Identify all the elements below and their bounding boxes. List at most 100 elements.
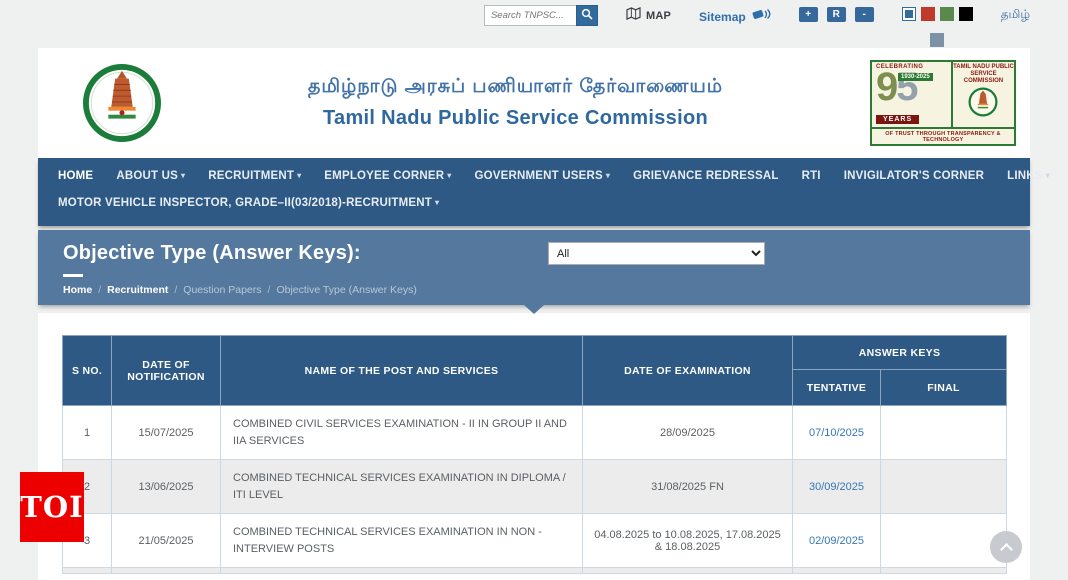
row-cell-empty [879, 567, 1008, 574]
table-row: 2 13/06/2025 COMBINED TECHNICAL SERVICES E… [62, 459, 1008, 514]
row-final-key [879, 513, 1008, 568]
row-cell-empty [220, 567, 583, 574]
theme-swatch-1[interactable] [920, 7, 935, 21]
breadcrumb-link[interactable]: Recruitment [107, 284, 169, 296]
map-link[interactable]: MAP [626, 7, 671, 25]
column-header-notification: DATE OF NOTIFICATION [111, 335, 221, 406]
language-link[interactable]: தமிழ் [1000, 7, 1030, 21]
sitemap-link[interactable]: Sitemap [699, 7, 771, 27]
row-final-key [879, 405, 1008, 460]
tentative-key-link[interactable]: 07/10/2025 [808, 426, 865, 439]
font-increase-button[interactable]: + [798, 7, 818, 22]
row-cell-empty [582, 567, 793, 574]
row-examination-date: 04.08.2025 to 10.08.2025, 17.08.2025 & 1… [582, 513, 793, 568]
nav-item-government-users[interactable]: GOVERNMENT USERS ▾ [474, 170, 611, 182]
nav-item-grievance-redressal[interactable]: GRIEVANCE REDRESSAL [633, 170, 779, 182]
row-tentative-key: 07/10/2025 [792, 405, 881, 460]
font-size-controls: + R - [798, 7, 874, 22]
row-examination-date: 28/09/2025 [582, 405, 793, 460]
site-header: தமிழ்நாடு அரசுப் பணியாளர் தேர்வாணையம் Ta… [38, 48, 1030, 158]
anniversary-emblem-icon [968, 87, 998, 117]
breadcrumb-current: Objective Type (Answer Keys) [276, 284, 417, 296]
row-cell-empty [62, 567, 112, 574]
row-sno: 1 [62, 405, 112, 460]
scroll-to-top-button[interactable] [990, 531, 1022, 563]
tnpsc-emblem-logo [83, 64, 161, 142]
theme-swatch-0[interactable] [901, 7, 916, 21]
theme-swatches [901, 7, 973, 47]
main-navigation: HOME ABOUT US ▾ RECRUITMENT ▾ EMPLOYEE CORNER… [38, 158, 1050, 226]
chevron-down-icon: ▾ [180, 171, 186, 180]
page-title: Objective Type (Answer Keys): [63, 242, 361, 264]
breadcrumb-link[interactable]: Home [63, 284, 93, 296]
chevron-down-icon: ▾ [434, 198, 440, 207]
column-header-answer-keys: ANSWER KEYS [791, 335, 1008, 370]
row-post-name: COMBINED TECHNICAL SERVICES EXAMINATION … [220, 459, 583, 514]
site-title-english: Tamil Nadu Public Service Commission [323, 107, 708, 129]
toi-watermark: TOI [20, 472, 84, 542]
site-title-tamil: தமிழ்நாடு அரசுப் பணியாளர் தேர்வாணையம் [307, 76, 724, 97]
chevron-down-icon: ▾ [297, 171, 302, 180]
map-icon [626, 7, 641, 25]
anniversary-year-range: 1930-2025 [898, 73, 933, 81]
breadcrumb-separator: / [267, 284, 271, 296]
row-examination-date: 31/08/2025 FN [582, 459, 793, 514]
search-button[interactable] [575, 5, 598, 26]
chevron-down-icon: ▾ [605, 171, 611, 180]
breadcrumb-separator: / [174, 284, 178, 296]
search-input[interactable] [483, 5, 576, 26]
font-decrease-button[interactable]: - [854, 7, 874, 22]
nav-primary: HOME ABOUT US ▾ RECRUITMENT ▾ EMPLOYEE CORNER… [58, 170, 1050, 182]
column-header-name: NAME OF THE POST AND SERVICES [220, 335, 583, 406]
breadcrumb-separator: / [98, 284, 102, 296]
table-row: 1 15/07/2025 COMBINED CIVIL SERVICES EXAMI… [62, 405, 1008, 460]
anniversary-95-years-logo: CELEBRATING 95 1930-2025 YEARS TAMIL NAD… [870, 60, 1016, 146]
nav-item-employee-corner[interactable]: EMPLOYEE CORNER ▾ [324, 170, 452, 182]
nav-item-rti[interactable]: RTI [801, 170, 821, 182]
column-header-tentative: TENTATIVE [792, 369, 881, 406]
anniversary-tagline: OF TRUST THROUGH TRANSPARENCY & TECHNOLO… [872, 127, 1014, 144]
row-notification-date: 13/06/2025 [111, 459, 221, 514]
nav-item-links[interactable]: LINKS ▾ [1007, 170, 1050, 182]
row-post-name: COMBINED TECHNICAL SERVICES EXAMINATION … [220, 513, 583, 568]
row-cell-empty [792, 567, 881, 574]
theme-swatch-2[interactable] [939, 7, 954, 21]
page-banner: Objective Type (Answer Keys): All Home / R… [38, 230, 1030, 314]
theme-swatch-gray[interactable] [929, 33, 944, 47]
nav-secondary: MOTOR VEHICLE INSPECTOR, GRADE–II(03/201… [58, 197, 1030, 209]
toi-watermark-label: TOI [20, 490, 84, 524]
nav-item-motor-vehicle-inspector-grade-ii-03-2018-recruitment[interactable]: MOTOR VEHICLE INSPECTOR, GRADE–II(03/201… [58, 197, 440, 209]
nav-item-recruitment[interactable]: RECRUITMENT ▾ [208, 170, 302, 182]
table-row: 3 21/05/2025 COMBINED TECHNICAL SERVICES E… [62, 513, 1008, 568]
font-reset-button[interactable]: R [826, 7, 846, 22]
row-tentative-key: 02/09/2025 [792, 513, 881, 568]
filter-select[interactable]: All [548, 242, 765, 265]
content-card: S NO. DATE OF NOTIFICATION NAME OF THE P… [38, 313, 1030, 580]
row-tentative-key: 30/09/2025 [792, 459, 881, 514]
nav-item-home[interactable]: HOME [58, 170, 94, 182]
row-notification-date: 15/07/2025 [111, 405, 221, 460]
top-utility-bar: MAP Sitemap + R - தமிழ் [0, 0, 1068, 48]
table-row-partial [62, 567, 1008, 574]
breadcrumb: Home / Recruitment / Question Papers / Objecti… [63, 284, 1030, 296]
nav-item-about-us[interactable]: ABOUT US ▾ [116, 170, 186, 182]
sitemap-icon [751, 7, 771, 27]
chevron-up-icon [999, 542, 1013, 556]
row-notification-date: 21/05/2025 [111, 513, 221, 568]
tentative-key-link[interactable]: 02/09/2025 [808, 534, 865, 547]
title-underline [63, 274, 83, 277]
nav-item-invigilator-s-corner[interactable]: INVIGILATOR'S CORNER [843, 170, 985, 182]
column-header-final: FINAL [879, 369, 1008, 406]
anniversary-org-name: TAMIL NADU PUBLIC SERVICE COMMISSION [953, 64, 1014, 85]
breadcrumb-current: Question Papers [183, 284, 262, 296]
tentative-key-link[interactable]: 30/09/2025 [808, 480, 865, 493]
chevron-down-icon: ▾ [447, 171, 452, 180]
row-final-key [879, 459, 1008, 514]
theme-swatch-3[interactable] [958, 7, 973, 21]
anniversary-celebrating-label: CELEBRATING [876, 64, 924, 70]
row-cell-empty [111, 567, 221, 574]
map-label: MAP [645, 10, 672, 22]
search-icon [581, 7, 593, 25]
site-titles: தமிழ்நாடு அரசுப் பணியாளர் தேர்வாணையம் Ta… [161, 76, 870, 130]
anniversary-years-label: YEARS [876, 115, 920, 124]
